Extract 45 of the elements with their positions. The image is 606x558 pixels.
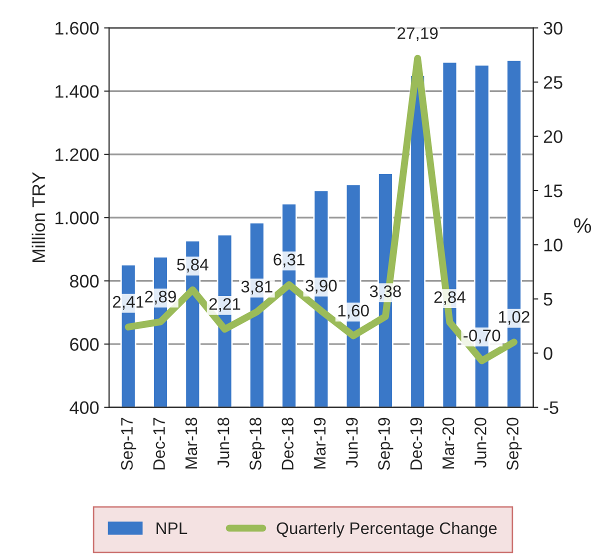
y-tick-label: 600 [70, 338, 99, 351]
data-label: -0,70 [464, 330, 500, 344]
y-axis-title: Million TRY [32, 172, 46, 262]
x-tick-label: Dec-17 [153, 418, 165, 470]
y2-tick-label: 15 [544, 184, 562, 198]
data-label: 5,84 [177, 258, 208, 273]
data-label: 3,90 [306, 280, 337, 294]
y2-tick-label: 10 [544, 238, 562, 252]
data-label: 2,41 [112, 296, 144, 310]
y-tick-label: 400 [70, 401, 99, 414]
x-tick-label: Jun-19 [346, 418, 358, 468]
x-tick-label: Sep-19 [378, 418, 394, 470]
x-tick-label: Sep-18 [250, 418, 265, 470]
y2-axis-title: % [574, 218, 592, 233]
x-tick-label: Mar-18 [185, 418, 198, 468]
data-label: 2,21 [209, 298, 240, 312]
y2-tick-label: 20 [544, 130, 562, 144]
x-tick-label: Dec-18 [282, 418, 294, 470]
legend-label: NPL [156, 522, 188, 534]
y2-tick-label: 5 [544, 293, 552, 306]
y-tick-label: 1.600 [56, 22, 99, 35]
x-tick-label: Sep-17 [121, 418, 136, 470]
legend-label: Quarterly Percentage Change [276, 522, 497, 538]
x-tick-label: Mar-20 [442, 418, 454, 468]
data-label: 2,84 [434, 291, 466, 306]
data-label: 1,60 [338, 304, 369, 318]
y-tick-label: 1.200 [56, 148, 99, 162]
x-tick-label: Sep-20 [506, 418, 522, 470]
y2-tick-label: 0 [544, 347, 552, 360]
data-label: 2,89 [145, 290, 176, 304]
y2-tick-label: -5 [544, 401, 558, 414]
data-label: 27,19 [398, 27, 438, 42]
y-tick-label: 800 [70, 274, 99, 288]
y2-tick-label: 25 [544, 76, 562, 89]
data-label: 3,81 [241, 280, 272, 295]
data-label: 1,02 [499, 310, 530, 325]
y-tick-label: 1.000 [56, 212, 99, 224]
x-tick-label: Jun-20 [474, 418, 486, 468]
y-tick-label: 1.400 [56, 85, 99, 98]
y2-tick-label: 30 [544, 22, 562, 35]
data-label: 6,31 [274, 254, 304, 268]
x-tick-label: Jun-18 [217, 418, 230, 468]
x-tick-label: Dec-19 [410, 418, 422, 470]
x-tick-label: Mar-19 [314, 418, 326, 468]
data-label: 3,38 [370, 285, 401, 300]
